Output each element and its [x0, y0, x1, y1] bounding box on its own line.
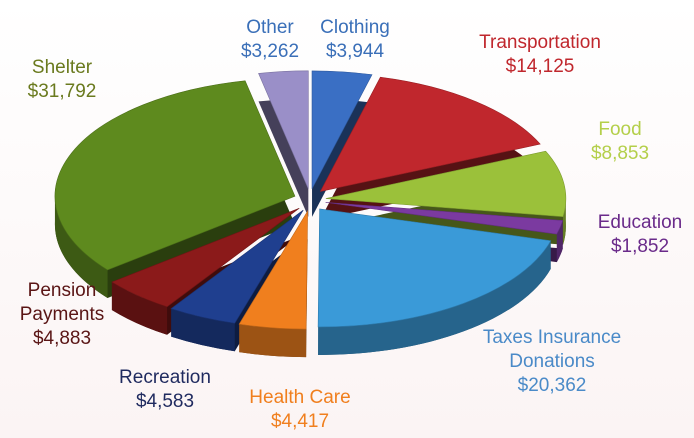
slice [170, 209, 304, 324]
value-label: $1,852 [610, 236, 670, 257]
slice-label: Other $3,262 [225, 16, 315, 64]
slice-label: Food $8,853 [560, 118, 680, 166]
category-label: Pension Payments [19, 280, 105, 325]
slice-label: Transportation $14,125 [440, 31, 640, 79]
category-label: Taxes Insurance Donations [482, 327, 622, 372]
slice [325, 202, 564, 235]
value-label: $20,362 [517, 375, 587, 396]
slice [325, 150, 567, 217]
category-label: Other [246, 17, 294, 38]
value-label: $3,944 [325, 41, 385, 62]
category-label: Shelter [31, 57, 93, 78]
slice-side [563, 198, 566, 245]
slice [111, 207, 300, 308]
slice [258, 70, 309, 189]
slice [317, 208, 552, 328]
value-label: $8,853 [590, 143, 650, 164]
slice-side [111, 282, 168, 335]
slice [311, 70, 373, 190]
slice [319, 76, 541, 192]
category-label: Food [598, 119, 642, 140]
value-label: $4,417 [270, 411, 330, 432]
slice-side [318, 240, 551, 355]
slice [238, 209, 308, 330]
category-label: Recreation [119, 367, 211, 388]
slice-side [239, 324, 307, 358]
slice-label: Clothing $3,944 [295, 16, 415, 64]
slice-label: Education $1,852 [580, 211, 694, 259]
category-label: Clothing [320, 17, 390, 38]
category-label: Health Care [249, 387, 351, 408]
value-label: $4,883 [32, 328, 92, 349]
slice-label: Recreation $4,583 [95, 366, 235, 414]
category-label: Education [597, 212, 683, 233]
slice-label: Shelter $31,792 [2, 56, 122, 104]
slice-label: Health Care $4,417 [220, 386, 380, 434]
slice-label: Taxes Insurance Donations $20,362 [472, 326, 632, 398]
value-label: $31,792 [27, 81, 97, 102]
value-label: $14,125 [505, 56, 575, 77]
slice-side [171, 308, 235, 352]
slice-side [556, 220, 563, 263]
value-label: $3,262 [240, 41, 300, 62]
slice-side [54, 196, 108, 298]
slice-label: Pension Payments $4,883 [7, 279, 117, 351]
slice [54, 80, 296, 271]
category-label: Transportation [479, 32, 601, 53]
value-label: $4,583 [135, 391, 195, 412]
